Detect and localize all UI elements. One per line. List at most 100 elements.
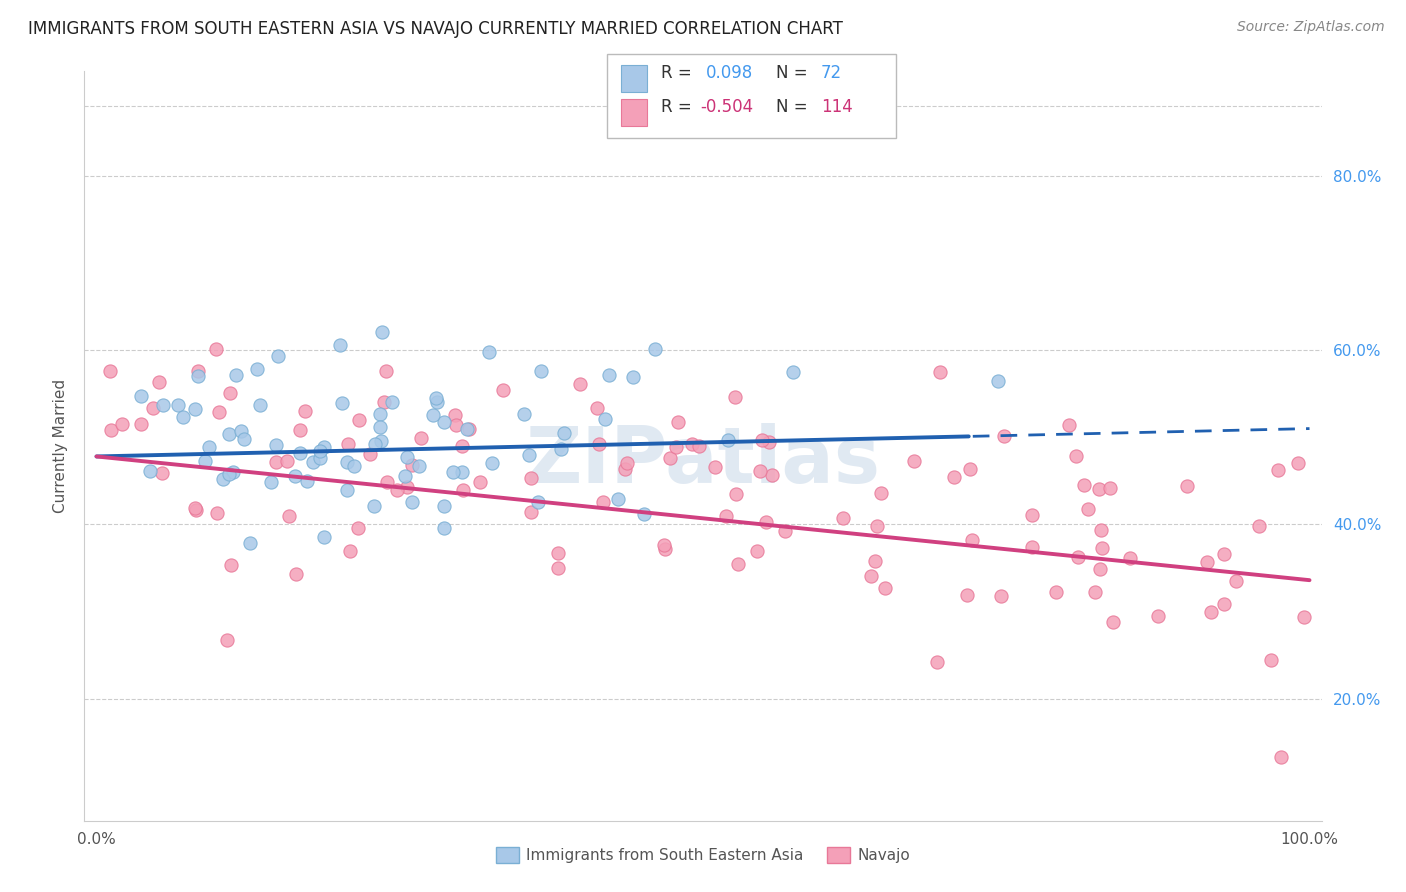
Point (1270, 750, 1292, 764)
Point (152, 398, 174, 412)
Point (598, 368, 620, 382)
Text: R =: R = (661, 98, 697, 116)
Point (309, 444, 332, 458)
Point (219, 558, 242, 573)
Point (513, 407, 536, 421)
Point (1077, 502, 1099, 516)
Text: 72: 72 (821, 64, 842, 82)
Point (956, 589, 979, 603)
Point (148, 375, 170, 389)
Point (959, 462, 981, 476)
Text: -0.504: -0.504 (700, 98, 754, 116)
Point (368, 407, 391, 421)
Point (869, 486, 891, 500)
Point (1067, 550, 1090, 565)
Point (218, 426, 240, 441)
Point (1292, 610, 1315, 624)
Point (1175, 479, 1198, 493)
Point (167, 398, 190, 412)
Point (363, 437, 385, 451)
Point (347, 413, 370, 427)
Point (330, 396, 353, 410)
Point (396, 481, 419, 495)
Point (401, 458, 423, 473)
Point (433, 499, 456, 513)
Point (553, 426, 575, 441)
Point (1091, 541, 1114, 556)
Point (1147, 609, 1170, 624)
Point (453, 483, 475, 498)
Point (312, 530, 335, 544)
Point (239, 536, 262, 550)
Point (1102, 615, 1125, 629)
Point (233, 432, 256, 446)
Text: N =: N = (776, 64, 813, 82)
Legend: Immigrants from South Eastern Asia, Navajo: Immigrants from South Eastern Asia, Nava… (489, 841, 917, 869)
Point (329, 338, 352, 352)
Point (1119, 550, 1142, 565)
Point (724, 390, 747, 404)
Point (633, 507, 655, 521)
Point (347, 521, 370, 535)
Point (517, 448, 540, 462)
Point (186, 503, 208, 517)
Point (381, 395, 404, 409)
Point (960, 533, 983, 547)
Point (395, 450, 418, 464)
Point (1084, 584, 1107, 599)
Point (1099, 481, 1122, 495)
Point (1066, 449, 1088, 463)
Point (219, 386, 242, 401)
Point (745, 544, 768, 558)
Point (458, 421, 481, 435)
Point (593, 411, 616, 425)
Point (832, 510, 855, 524)
Point (444, 409, 467, 423)
Point (873, 582, 896, 596)
Point (613, 462, 636, 476)
Point (755, 515, 778, 529)
Point (644, 342, 666, 356)
Point (1247, 518, 1270, 533)
Text: ZIPatlas: ZIPatlas (526, 423, 880, 499)
Point (481, 457, 503, 471)
Point (1212, 598, 1234, 612)
Point (370, 326, 392, 340)
Point (266, 437, 288, 451)
Point (295, 475, 318, 489)
Point (208, 405, 231, 419)
Point (1212, 547, 1234, 561)
Point (246, 362, 269, 376)
Point (138, 464, 160, 478)
Point (408, 458, 430, 473)
Point (276, 454, 298, 468)
Point (266, 455, 288, 469)
Text: Source: ZipAtlas.com: Source: ZipAtlas.com (1237, 20, 1385, 34)
Point (987, 375, 1010, 389)
Point (1225, 574, 1247, 588)
Point (197, 440, 219, 454)
Point (782, 364, 804, 378)
Point (441, 465, 464, 479)
Point (714, 508, 737, 523)
Point (294, 404, 316, 418)
Point (375, 364, 398, 378)
Point (654, 538, 676, 552)
Point (249, 398, 271, 412)
Point (359, 447, 381, 461)
Point (758, 435, 780, 450)
Point (664, 441, 686, 455)
Point (681, 437, 703, 451)
Point (773, 524, 796, 538)
Point (492, 384, 515, 398)
Point (212, 472, 235, 486)
Point (928, 366, 950, 380)
Point (588, 437, 610, 451)
Point (373, 395, 395, 409)
Point (394, 468, 416, 483)
Point (336, 455, 359, 469)
Point (1088, 562, 1111, 576)
Point (456, 423, 478, 437)
Point (568, 376, 591, 391)
Point (426, 394, 449, 409)
